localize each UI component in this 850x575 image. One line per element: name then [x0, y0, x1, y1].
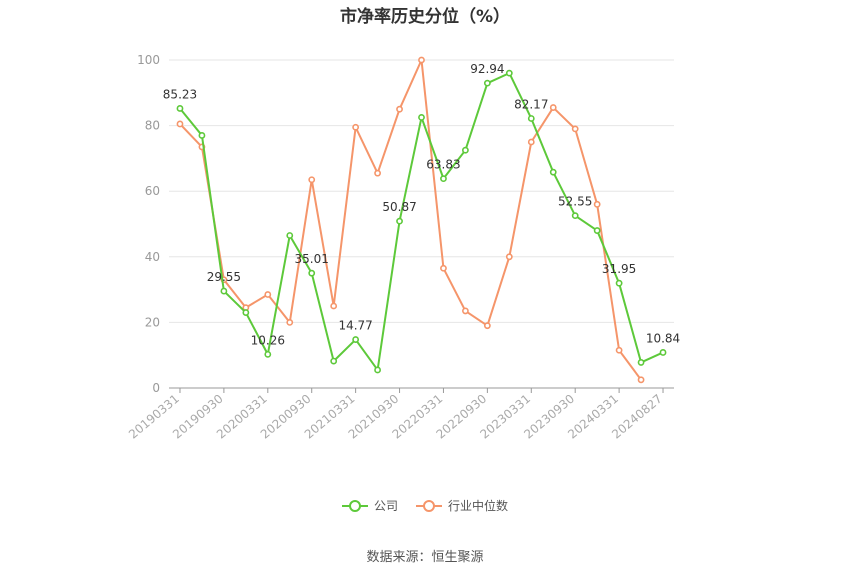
industry-median-data-point	[396, 105, 403, 113]
industry-median-data-point	[418, 56, 425, 64]
industry-median-data-point	[637, 376, 645, 384]
y-tick-label: 20	[145, 315, 160, 329]
company-data-point	[264, 350, 272, 358]
industry-median-data-point	[462, 307, 469, 315]
industry-median-data-point	[330, 302, 338, 310]
y-tick-label: 80	[145, 119, 160, 133]
company-data-point	[330, 357, 338, 365]
y-tick-label: 60	[145, 184, 160, 198]
industry-median-data-point	[483, 322, 491, 330]
y-tick-label: 100	[137, 53, 160, 67]
legend-company-label: 公司	[373, 499, 398, 513]
legend-item-company[interactable]: 公司	[341, 497, 398, 514]
company-data-point	[615, 279, 623, 287]
company-data-point	[418, 114, 425, 121]
company-data-label: 29.55	[207, 270, 241, 284]
legend-industry-median-swatch-icon	[416, 499, 442, 513]
company-data-point	[198, 132, 206, 139]
industry-median-data-point	[264, 291, 272, 298]
company-data-point	[505, 69, 513, 77]
company-data-point	[374, 366, 381, 374]
company-data-point	[549, 168, 557, 176]
company-data-point	[396, 217, 403, 225]
company-data-point	[659, 349, 667, 356]
legend: 公司 行业中位数	[0, 497, 850, 514]
legend-item-industry-median[interactable]: 行业中位数	[416, 497, 508, 514]
company-data-label: 92.94	[470, 62, 504, 76]
company-data-point	[308, 269, 316, 277]
industry-median-data-point	[615, 346, 623, 354]
industry-median-data-point	[571, 125, 579, 133]
company-data-label: 31.95	[602, 262, 636, 276]
company-data-point	[571, 212, 579, 220]
company-data-label: 52.55	[558, 195, 592, 209]
data-source: 数据来源：恒生聚源	[366, 550, 484, 565]
chart-title: 市净率历史分位（%）	[339, 7, 511, 27]
industry-median-data-point	[549, 104, 557, 111]
industry-median-data-point	[440, 264, 447, 272]
company-data-point	[462, 146, 469, 154]
company-data-point	[637, 359, 645, 366]
industry-median-data-point	[593, 200, 601, 208]
company-data-point	[176, 105, 184, 112]
industry-median-data-point	[374, 169, 381, 177]
company-data-point	[352, 336, 360, 343]
company-data-label: 85.23	[163, 87, 197, 101]
company-data-point	[527, 115, 535, 122]
company-data-label: 35.01	[295, 252, 329, 266]
company-data-point	[440, 175, 447, 183]
legend-company-swatch-icon	[341, 499, 368, 513]
legend-industry-median-label: 行业中位数	[448, 499, 509, 513]
company-data-label: 14.77	[338, 319, 372, 333]
industry-median-data-point	[352, 123, 360, 131]
company-data-label: 50.87	[382, 200, 416, 214]
company-data-label: 82.17	[514, 97, 548, 111]
industry-median-data-point	[308, 176, 316, 184]
company-data-point	[593, 227, 601, 234]
industry-median-data-point	[176, 120, 184, 128]
company-data-label: 10.84	[646, 331, 680, 345]
company-data-point	[220, 287, 228, 295]
industry-median-data-point	[527, 138, 535, 146]
company-data-label: 63.83	[426, 158, 460, 172]
company-data-label: 10.26	[251, 333, 285, 347]
company-data-point	[286, 232, 294, 239]
industry-median-data-point	[286, 318, 294, 326]
company-data-point	[483, 79, 491, 87]
company-data-point	[242, 309, 250, 316]
industry-median-series-line	[179, 59, 642, 381]
y-tick-label: 0	[152, 381, 160, 395]
industry-median-data-point	[505, 253, 513, 261]
y-tick-label: 40	[145, 250, 160, 264]
